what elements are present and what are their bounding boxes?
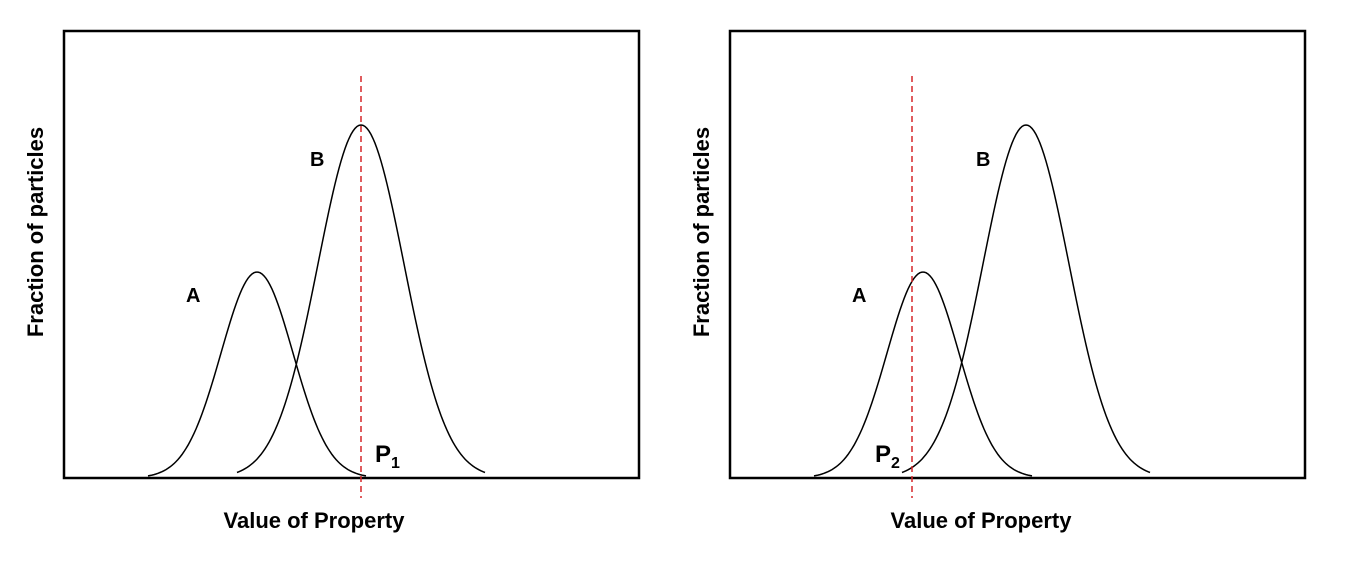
right-x-axis-title: Value of Property <box>891 508 1073 533</box>
right-marker-label: P2 <box>875 441 900 472</box>
left-curve-b <box>236 124 486 474</box>
left-plot-frame <box>62 29 641 480</box>
right-curve-b-label: B <box>976 149 990 171</box>
right-plot-frame <box>728 29 1307 480</box>
left-panel: A B P1 Value of Property Fraction of par… <box>23 29 641 533</box>
right-marker-main: P <box>875 441 891 468</box>
right-panel: A B P2 Value of Property Fraction of par… <box>689 29 1307 533</box>
left-marker-subscript: 1 <box>391 455 400 472</box>
left-curve-b-label: B <box>310 149 324 171</box>
right-curve-a <box>813 271 1033 477</box>
right-curve-b <box>901 124 1151 474</box>
left-marker-label: P1 <box>375 441 400 472</box>
right-curve-a-label: A <box>852 285 866 307</box>
right-marker-subscript: 2 <box>891 455 900 472</box>
left-marker-main: P <box>375 441 391 468</box>
left-y-axis-title: Fraction of particles <box>23 127 48 337</box>
left-curve-a-label: A <box>186 285 200 307</box>
left-x-axis-title: Value of Property <box>224 508 406 533</box>
left-curve-a <box>147 271 367 477</box>
right-y-axis-title: Fraction of particles <box>689 127 714 337</box>
